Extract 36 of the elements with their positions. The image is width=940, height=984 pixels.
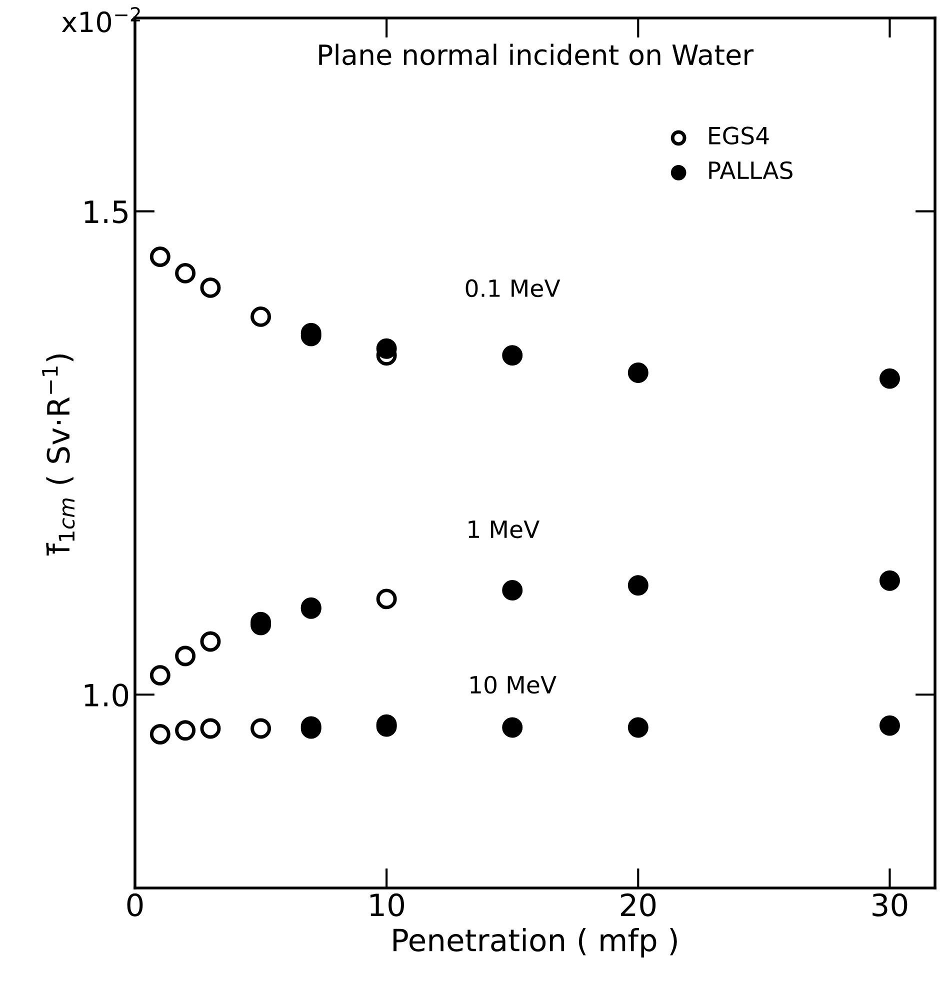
point [376, 338, 397, 359]
legend-label: PALLAS [709, 161, 792, 180]
point [628, 717, 648, 738]
point [200, 631, 221, 652]
point [250, 718, 272, 739]
x-tick-label: 0 [127, 893, 143, 916]
point [175, 720, 196, 741]
x-axis-title: Penetration ( mfp ) [394, 928, 677, 958]
x-tick-label: 10 [370, 893, 404, 916]
x-tick-label: 20 [620, 893, 656, 916]
point [200, 718, 221, 739]
y-tick-label: 1.5 [84, 200, 128, 224]
point [502, 717, 523, 738]
point [150, 724, 170, 745]
point [879, 570, 900, 591]
point [879, 368, 900, 389]
point [175, 262, 196, 284]
point [628, 575, 648, 596]
point [502, 345, 523, 366]
point [250, 306, 272, 327]
point [502, 580, 523, 600]
point [879, 715, 900, 736]
y-tick-label: 1.0 [84, 684, 128, 707]
annotation: 0.1 MeV [466, 279, 560, 298]
point [150, 665, 170, 686]
legend-label: EGS4 [709, 126, 769, 145]
y-axis-title: f̄$_{1cm}$ ( Sv·R$^{−1}$) [42, 354, 75, 556]
point [200, 277, 221, 298]
annotation: 10 MeV [470, 676, 556, 694]
point [150, 246, 170, 267]
point [628, 362, 648, 383]
annotation: 1 MeV [468, 520, 540, 538]
point [175, 646, 196, 666]
text: Plane normal incident on Water [319, 44, 754, 66]
point [376, 588, 397, 610]
x-tick-label: 30 [872, 893, 908, 916]
